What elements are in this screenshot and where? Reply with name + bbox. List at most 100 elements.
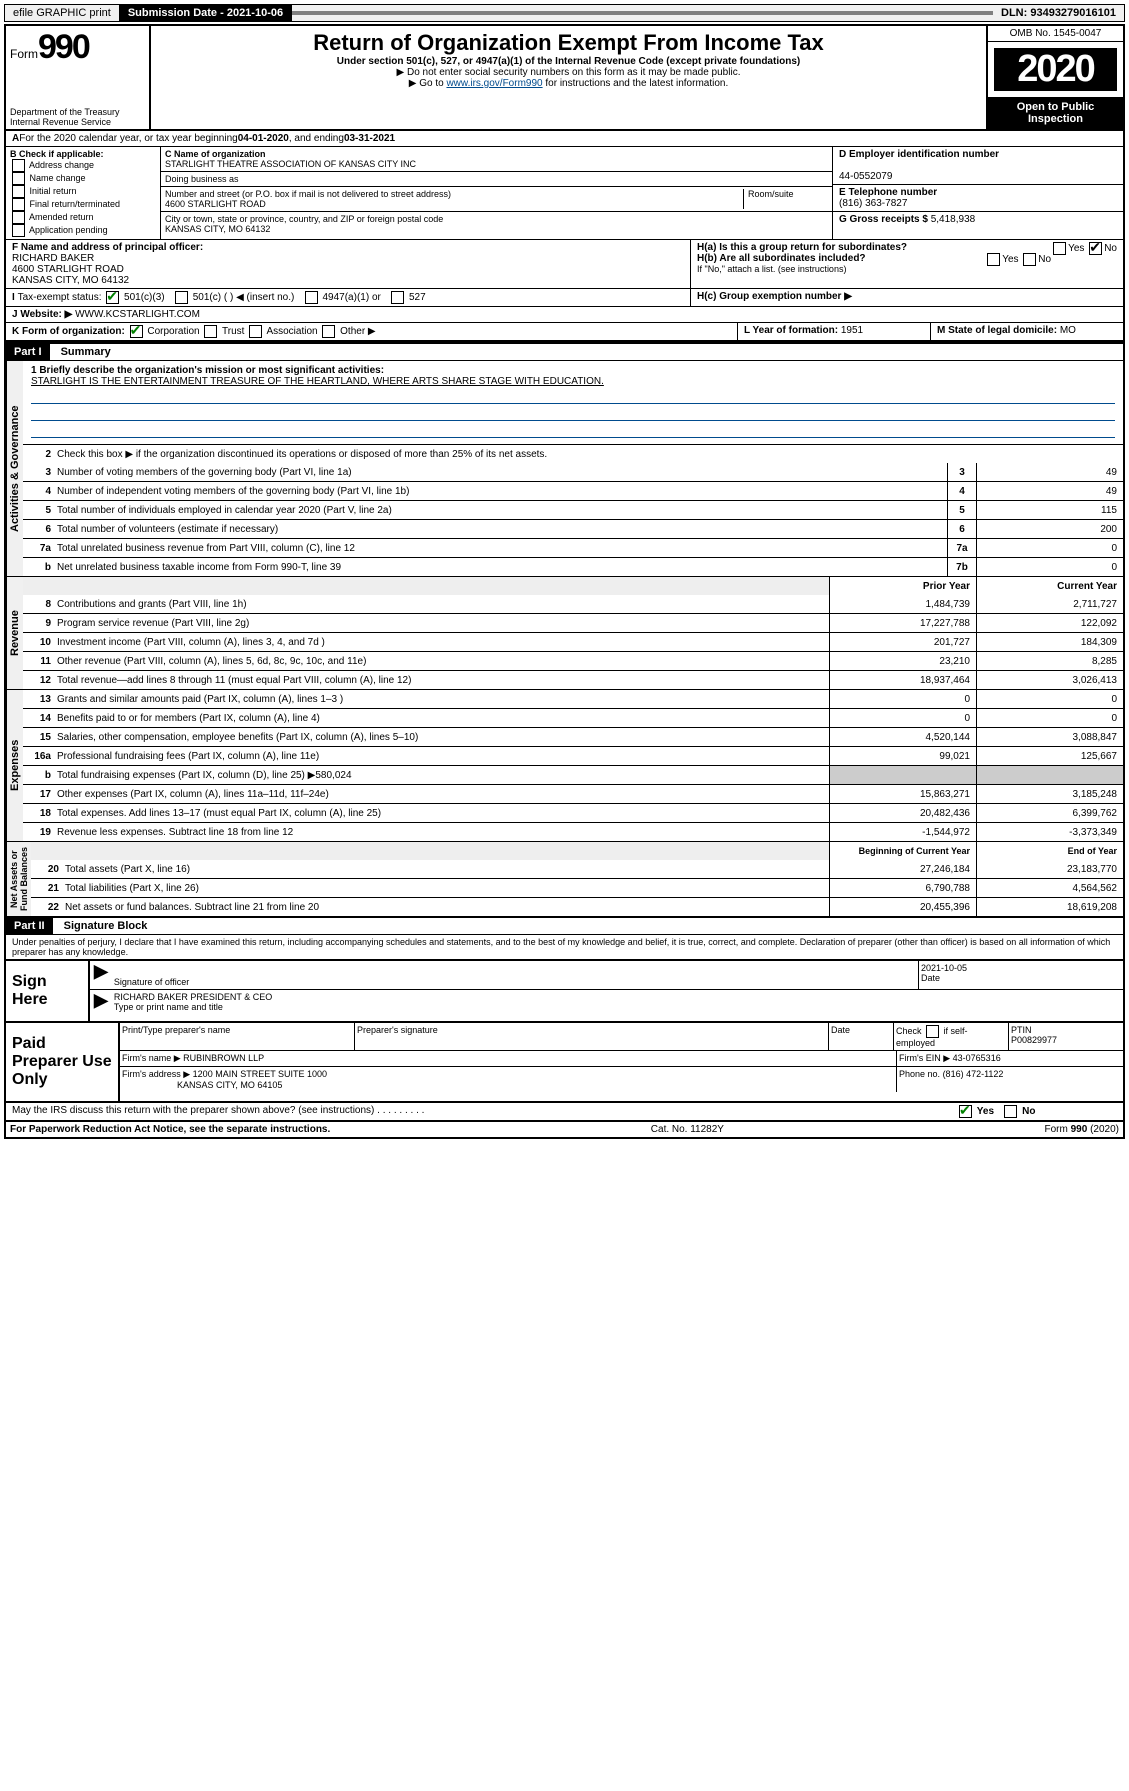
line-item: bNet unrelated business taxable income f… — [23, 557, 1123, 576]
line-item: 10Investment income (Part VIII, column (… — [23, 632, 1123, 651]
line-item: 4Number of independent voting members of… — [23, 481, 1123, 500]
website-label: Website: ▶ — [20, 309, 72, 320]
officer-name: RICHARD BAKER — [12, 253, 94, 264]
officer-printed-name: RICHARD BAKER PRESIDENT & CEO — [114, 992, 272, 1002]
prep-name-hdr: Print/Type preparer's name — [120, 1023, 355, 1050]
footer-left: For Paperwork Reduction Act Notice, see … — [10, 1124, 330, 1135]
line-item: 11Other revenue (Part VIII, column (A), … — [23, 651, 1123, 670]
line2-text: Check this box ▶ if the organization dis… — [57, 449, 547, 460]
name-change-checkbox[interactable] — [12, 172, 25, 185]
i-opt1: 501(c)(3) — [124, 292, 165, 303]
current-year-hdr: Current Year — [976, 577, 1123, 595]
dln-label: DLN: 93493279016101 — [993, 5, 1124, 21]
line-item: 14Benefits paid to or for members (Part … — [23, 708, 1123, 727]
omb-number: OMB No. 1545-0047 — [988, 26, 1123, 42]
form-subtitle: Under section 501(c), 527, or 4947(a)(1)… — [155, 56, 982, 67]
period-mid: , and ending — [289, 133, 344, 144]
final-return-checkbox[interactable] — [12, 198, 25, 211]
sign-date-label: Date — [921, 973, 940, 983]
city-label: City or town, state or province, country… — [165, 214, 443, 224]
ha-no-checkbox[interactable] — [1089, 242, 1102, 255]
ha-yes-checkbox[interactable] — [1053, 242, 1066, 255]
line-item: 15Salaries, other compensation, employee… — [23, 727, 1123, 746]
year-formation: 1951 — [841, 325, 863, 336]
line-item: 20Total assets (Part X, line 16)27,246,1… — [31, 860, 1123, 878]
box-c: C Name of organizationSTARLIGHT THEATRE … — [161, 147, 832, 239]
efile-label[interactable]: efile GRAPHIC print — [5, 5, 120, 21]
note2-suffix: for instructions and the latest informat… — [543, 78, 729, 89]
begin-year-hdr: Beginning of Current Year — [829, 842, 976, 860]
other-checkbox[interactable] — [322, 325, 335, 338]
discuss-no-checkbox[interactable] — [1004, 1105, 1017, 1118]
b-opt4: Amended return — [29, 212, 94, 222]
section-f-h: F Name and address of principal officer:… — [6, 240, 1123, 289]
website-value: WWW.KCSTARLIGHT.COM — [75, 309, 200, 320]
self-emp-checkbox[interactable] — [926, 1025, 939, 1038]
prep-sig-hdr: Preparer's signature — [355, 1023, 829, 1050]
line-item: 12Total revenue—add lines 8 through 11 (… — [23, 670, 1123, 689]
assoc-checkbox[interactable] — [249, 325, 262, 338]
firm-addr2: KANSAS CITY, MO 64105 — [177, 1080, 282, 1090]
line-item: 17Other expenses (Part IX, column (A), l… — [23, 784, 1123, 803]
submission-date: Submission Date - 2021-10-06 — [120, 5, 292, 21]
form-num: 990 — [38, 28, 89, 66]
arrow-icon2: ▶ — [90, 990, 112, 1014]
addr-change-checkbox[interactable] — [12, 159, 25, 172]
firm-addr-label: Firm's address ▶ — [122, 1069, 190, 1079]
sign-here-label: Sign Here — [6, 961, 88, 1021]
app-pending-checkbox[interactable] — [12, 224, 25, 237]
line-item: 16aProfessional fundraising fees (Part I… — [23, 746, 1123, 765]
4947-checkbox[interactable] — [305, 291, 318, 304]
firm-name-label: Firm's name ▶ — [122, 1053, 181, 1063]
line-item: 6Total number of volunteers (estimate if… — [23, 519, 1123, 538]
ein-value: 44-0552079 — [839, 171, 892, 182]
hb-no-checkbox[interactable] — [1023, 253, 1036, 266]
line-item: 8Contributions and grants (Part VIII, li… — [23, 595, 1123, 613]
no-label: No — [1104, 243, 1117, 254]
section-a-period: A For the 2020 calendar year, or tax yea… — [6, 131, 1123, 147]
b-opt3: Final return/terminated — [30, 199, 121, 209]
firm-name: RUBINBROWN LLP — [183, 1053, 264, 1063]
corp-checkbox[interactable] — [130, 325, 143, 338]
line-item: bTotal fundraising expenses (Part IX, co… — [23, 765, 1123, 784]
room-label: Room/suite — [743, 189, 828, 209]
initial-return-checkbox[interactable] — [12, 185, 25, 198]
discuss-no: No — [1022, 1106, 1035, 1117]
irs-link[interactable]: www.irs.gov/Form990 — [446, 78, 542, 89]
b-opt1: Name change — [30, 173, 86, 183]
line-item: 22Net assets or fund balances. Subtract … — [31, 897, 1123, 916]
netassets-section: Net Assets orFund Balances Beginning of … — [6, 842, 1123, 916]
527-checkbox[interactable] — [391, 291, 404, 304]
i-label: Tax-exempt status: — [18, 292, 102, 303]
line-item: 3Number of voting members of the governi… — [23, 463, 1123, 481]
org-name: STARLIGHT THEATRE ASSOCIATION OF KANSAS … — [165, 159, 416, 169]
form-header: Form990 Department of the Treasury Inter… — [6, 26, 1123, 131]
box-b: B Check if applicable: Address change Na… — [6, 147, 161, 239]
mission-label: 1 Briefly describe the organization's mi… — [31, 365, 1115, 376]
part1-title: Summary — [53, 346, 111, 358]
discuss-yes-checkbox[interactable] — [959, 1105, 972, 1118]
netassets-tab: Net Assets orFund Balances — [6, 842, 31, 916]
trust-checkbox[interactable] — [204, 325, 217, 338]
discuss-text: May the IRS discuss this return with the… — [12, 1105, 374, 1116]
501c-checkbox[interactable] — [175, 291, 188, 304]
hb-note: If "No," attach a list. (see instruction… — [697, 264, 1117, 274]
501c3-checkbox[interactable] — [106, 291, 119, 304]
phone-value: (816) 363-7827 — [839, 198, 907, 209]
section-k-l-m: K Form of organization: Corporation Trus… — [6, 323, 1123, 342]
org-street: 4600 STARLIGHT ROAD — [165, 199, 266, 209]
b-opt2: Initial return — [30, 186, 77, 196]
revenue-tab: Revenue — [6, 577, 23, 689]
yes-label: Yes — [1068, 243, 1084, 254]
part1-tag: Part I — [6, 344, 50, 360]
discuss-yes: Yes — [977, 1106, 994, 1117]
line-item: 9Program service revenue (Part VIII, lin… — [23, 613, 1123, 632]
ptin-label: PTIN — [1011, 1025, 1032, 1035]
hb-yes-checkbox[interactable] — [987, 253, 1000, 266]
governance-section: Activities & Governance 1 Briefly descri… — [6, 361, 1123, 577]
sign-date: 2021-10-05 — [921, 963, 967, 973]
box-d-e-g: D Employer identification number44-05520… — [832, 147, 1123, 239]
part2-title: Signature Block — [56, 920, 148, 932]
amended-checkbox[interactable] — [12, 211, 25, 224]
section-j: J Website: ▶ WWW.KCSTARLIGHT.COM — [6, 307, 1123, 323]
